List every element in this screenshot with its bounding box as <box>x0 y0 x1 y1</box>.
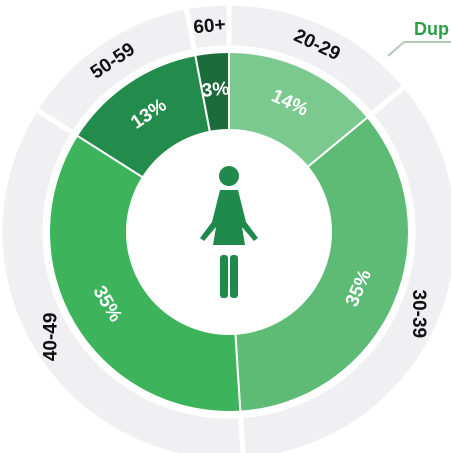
category-label: 60+ <box>193 14 227 38</box>
outer-ring-sector <box>183 0 232 55</box>
woman-icon <box>200 166 258 298</box>
category-label: 40-49 <box>41 313 62 362</box>
outer-ring-sector <box>237 82 451 453</box>
leader-line <box>387 41 405 57</box>
title: Dup <box>414 19 449 39</box>
value-label: 3% <box>201 78 230 102</box>
category-label: 30-39 <box>408 290 429 339</box>
